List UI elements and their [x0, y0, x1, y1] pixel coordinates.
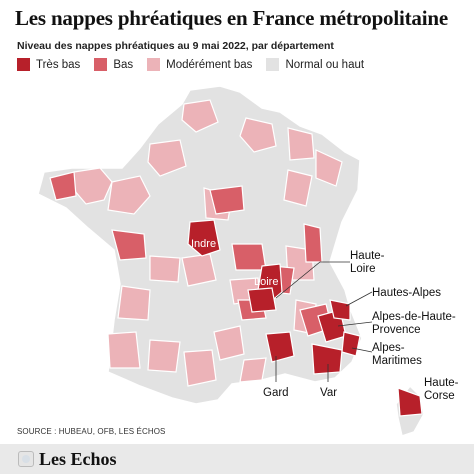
leader-line [337, 321, 373, 327]
legend-item-normal-ou-haut: Normal ou haut [266, 58, 364, 71]
label-gard: Gard [263, 387, 289, 399]
legend-item-moderement-bas: Modérément bas [147, 58, 252, 71]
label-line: Provence [372, 324, 421, 336]
dept-region [181, 253, 217, 287]
legend-label: Normal ou haut [285, 58, 365, 71]
legend-swatch [147, 58, 161, 71]
leader-line [345, 291, 373, 307]
brand-name: Les Echos [39, 448, 117, 469]
label-line: Haute- [424, 377, 459, 389]
label-line: Corse [424, 390, 455, 402]
dept-region [209, 185, 245, 215]
dept-var [311, 343, 343, 375]
label-loire: Loire [254, 276, 278, 288]
les-echos-logo[interactable]: Les Echos [18, 449, 117, 470]
label-haute-loire: Haute- Loire [350, 250, 388, 275]
label-var: Var [320, 387, 337, 399]
label-alpes-maritimes: Alpes- Maritimes [372, 342, 422, 367]
dept-region [287, 127, 315, 161]
tres-bas-regions [187, 219, 423, 417]
dept-region [111, 229, 147, 261]
dept-region [315, 149, 343, 187]
dept-region [239, 117, 277, 153]
dept-alpes-maritimes [341, 331, 361, 357]
page-title: Les nappes phréatiques en France métropo… [15, 6, 448, 30]
legend-swatch [17, 58, 30, 71]
label-indre: Indre [191, 238, 216, 250]
legend-label: Modérément bas [166, 58, 253, 71]
label-alpes-de-haute-provence: Alpes-de-Haute- Provence [372, 311, 459, 336]
label-line: Loire [350, 263, 376, 275]
dept-region [147, 339, 181, 373]
dept-region [107, 331, 141, 369]
legend-label: Très bas [36, 58, 81, 71]
dept-region [283, 169, 313, 207]
dept-region [149, 255, 181, 283]
dept-haute-loire [247, 287, 277, 313]
legend-label: Bas [113, 58, 134, 71]
legend-swatch [94, 58, 108, 71]
dept-region [231, 243, 267, 271]
dept-hautes-alpes [329, 299, 351, 321]
legend: Très bas Bas Modérément bas Normal ou ha… [17, 58, 378, 71]
label-line: Alpes-de-Haute- [372, 311, 456, 323]
dept-gard [265, 331, 295, 363]
dept-region [147, 139, 187, 177]
dept-indre [187, 219, 221, 257]
dept-haute-corse [397, 387, 423, 417]
dept-region [107, 175, 151, 215]
page-subtitle: Niveau des nappes phréatiques au 9 mai 2… [17, 40, 334, 52]
dept-region [49, 171, 77, 201]
dept-region [183, 349, 217, 387]
leader-line [275, 261, 350, 299]
dept-region [181, 99, 219, 133]
legend-swatch [266, 58, 280, 71]
dept-region [303, 223, 323, 263]
leader-line [351, 347, 373, 353]
source-credit: SOURCE : HUBEAU, OFB, LES ÉCHOS [17, 427, 166, 436]
logo-icon [18, 451, 34, 467]
dept-region [239, 357, 267, 383]
label-line: Alpes- [372, 342, 405, 354]
dept-region [117, 285, 151, 321]
legend-item-tres-bas: Très bas [17, 58, 80, 71]
label-haute-corse: Haute- Corse [424, 377, 462, 402]
dept-region [213, 325, 245, 361]
label-hautes-alpes: Hautes-Alpes [372, 287, 441, 299]
footer-bar: Les Echos [0, 444, 474, 474]
label-line: Haute- [350, 250, 385, 262]
legend-item-bas: Bas [94, 58, 133, 71]
leader-lines [275, 261, 373, 382]
label-line: Maritimes [372, 355, 422, 367]
